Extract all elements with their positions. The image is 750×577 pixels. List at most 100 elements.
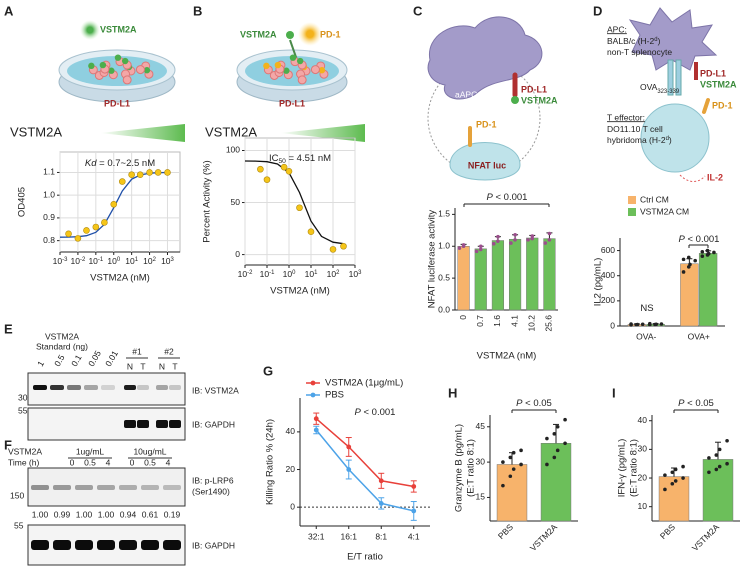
x-tick-label: 8:1 xyxy=(375,531,387,541)
y-tick-label: 1.0 xyxy=(43,189,55,199)
annotation: P < 0.05 xyxy=(678,398,714,409)
label: DO11.10 T cell xyxy=(607,124,663,134)
x-tick-label: 101 xyxy=(305,269,318,279)
secretion xyxy=(679,174,706,182)
band xyxy=(156,385,168,390)
line-marker xyxy=(378,478,384,484)
y-tick-label: 50 xyxy=(231,197,241,207)
data-point xyxy=(479,244,483,249)
annotation-part: < 0.001 xyxy=(685,234,720,245)
fit-curve xyxy=(244,160,344,245)
data-point xyxy=(714,467,719,472)
y-tick-label: 20 xyxy=(286,464,296,474)
y-tick-label: 200 xyxy=(601,295,615,305)
x-axis-label: E/T ratio xyxy=(347,552,383,563)
data-point xyxy=(681,476,685,480)
y-tick-label: 20 xyxy=(638,472,648,482)
data-point xyxy=(110,200,118,208)
lane-label: 0.1 xyxy=(69,353,84,368)
x-axis-label: VSTM2A (nM) xyxy=(270,286,330,297)
line-marker xyxy=(346,444,352,450)
data-point xyxy=(686,255,691,260)
data-point xyxy=(511,467,516,471)
cell-dot xyxy=(310,65,320,75)
data-point xyxy=(491,241,496,246)
data-point xyxy=(670,481,675,486)
lane-label: 0.5 xyxy=(84,457,96,467)
lane-label: N xyxy=(127,361,133,371)
annotation: NS xyxy=(640,303,653,314)
y-axis-label: Granzyme B (pg/mL) xyxy=(454,424,465,512)
data-point xyxy=(552,432,557,436)
lane-label: 0 xyxy=(130,457,135,467)
data-point xyxy=(673,479,678,483)
dose-label: 1ug/mL xyxy=(76,446,105,456)
data-point xyxy=(340,242,347,250)
x-axis-label: VSTM2A (nM) xyxy=(90,273,150,284)
data-point xyxy=(496,239,500,243)
data-point xyxy=(714,453,719,457)
band xyxy=(31,540,49,550)
y-tick-label: 0 xyxy=(610,320,615,330)
data-point xyxy=(296,204,303,212)
bar xyxy=(508,238,522,311)
x-tick-base: 10 xyxy=(143,256,153,266)
x-tick-label: 10-3 xyxy=(53,256,68,266)
annotation-part: NS xyxy=(640,303,653,314)
y-tick-label: 100 xyxy=(226,145,240,155)
panel-label: G xyxy=(263,363,273,378)
data-point xyxy=(717,464,722,469)
x-tick-exp: -1 xyxy=(269,270,275,276)
x-tick-exp: 1 xyxy=(135,257,139,263)
series-line xyxy=(315,418,414,488)
quant: 1.00 xyxy=(76,509,93,519)
data-point xyxy=(474,249,479,254)
data-point xyxy=(712,250,716,255)
data-point xyxy=(92,223,100,231)
data-point xyxy=(511,450,516,455)
x-tick-label: VSTM2A xyxy=(528,522,559,553)
data-point xyxy=(681,270,686,274)
annotation-part: < 0.001 xyxy=(493,192,528,203)
band xyxy=(67,385,81,390)
data-point xyxy=(263,176,271,183)
x-tick-exp: 0 xyxy=(292,270,296,276)
data-point xyxy=(74,235,82,242)
ligand xyxy=(286,31,294,39)
label: PD-1 xyxy=(320,29,341,39)
label: hybridoma (H-2d) xyxy=(607,135,672,145)
x-axis-label: VSTM2A (nM) xyxy=(477,351,537,362)
probe: IB: VSTM2A xyxy=(192,385,239,395)
pd-1 xyxy=(702,98,710,114)
quant: 0.99 xyxy=(54,509,71,519)
bar xyxy=(496,464,528,522)
x-tick-exp: 1 xyxy=(314,270,318,276)
x-tick-label: PBS xyxy=(496,522,515,541)
y-axis-label: IL2 (pg/mL) xyxy=(593,258,604,307)
cell-dot xyxy=(297,75,307,85)
annotation-part: = 4.51 nM xyxy=(286,153,331,164)
x-tick-label: 25.6 xyxy=(544,315,554,332)
x-tick-label: 0.7 xyxy=(475,315,485,327)
data-point xyxy=(545,436,549,441)
band xyxy=(137,420,149,428)
legend-marker xyxy=(310,392,316,398)
band xyxy=(97,485,115,490)
x-tick-base: 10 xyxy=(71,256,81,266)
y-tick-label: 30 xyxy=(476,456,486,466)
sample-label: #1 xyxy=(132,346,142,356)
label: VSTM2A xyxy=(521,95,558,105)
data-point xyxy=(154,169,162,176)
legend-swatch xyxy=(628,196,636,204)
y-tick-label: 10 xyxy=(638,501,648,511)
label-part: ) xyxy=(669,135,672,145)
marker: 30 xyxy=(18,392,28,402)
y-tick-label: 40 xyxy=(638,415,648,425)
x-tick-label: OVA- xyxy=(636,331,656,341)
probe: (Ser1490) xyxy=(192,486,230,496)
bar xyxy=(543,238,556,311)
annotation-part: P xyxy=(355,407,362,418)
panel-label: H xyxy=(448,385,457,400)
x-tick-label: 100 xyxy=(107,256,120,266)
label: VSTM2A xyxy=(240,29,277,39)
